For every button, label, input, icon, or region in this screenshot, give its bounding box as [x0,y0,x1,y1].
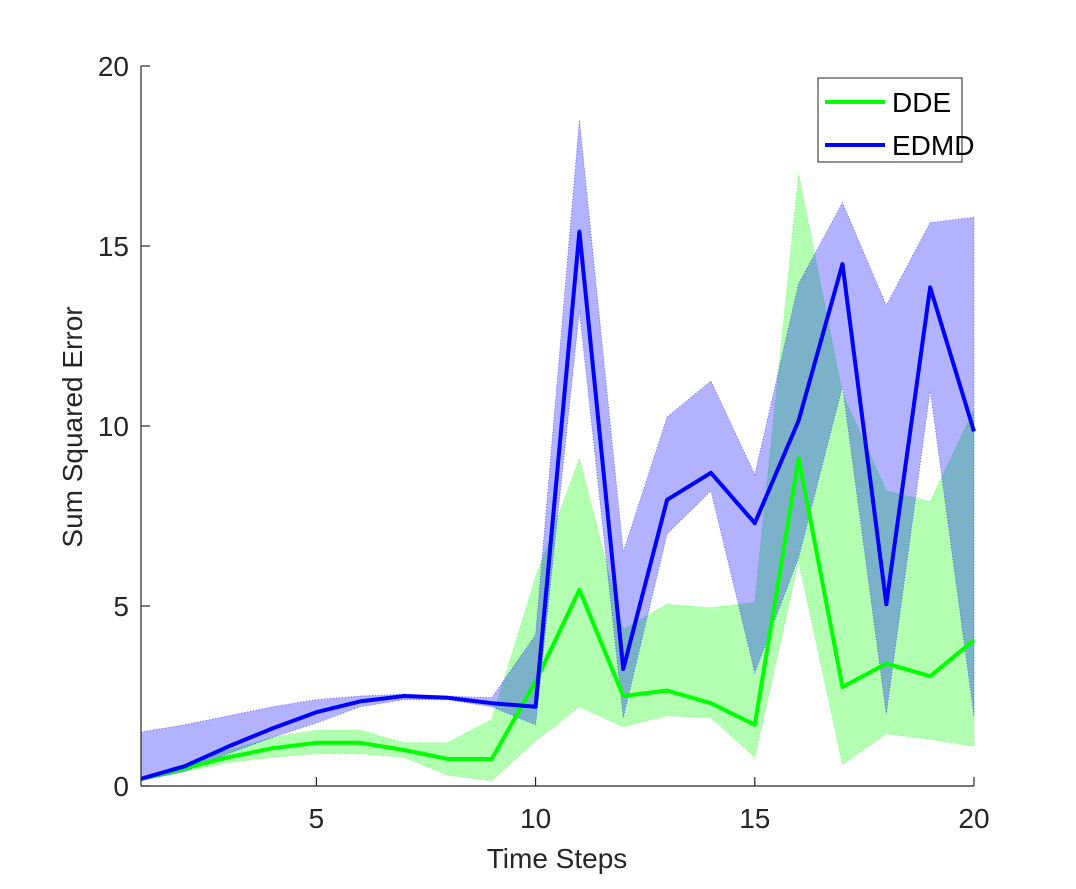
band-dde [140,173,975,782]
x-tick-label: 5 [309,803,325,834]
x-tick-label: 10 [520,803,551,834]
tick-labels: 0 5 10 15 20 5 10 15 20 [98,51,990,834]
y-tick-label: 0 [113,771,129,802]
legend-label-dde: DDE [892,87,951,118]
line-dde [140,456,976,781]
legend: DDE EDMD [817,77,974,163]
series-lines [140,229,976,781]
y-tick-label: 5 [113,591,129,622]
x-tick-label: 20 [958,803,989,834]
y-tick-label: 10 [98,411,129,442]
legend-box [817,77,963,163]
x-axis-label: Time Steps [487,843,628,874]
y-axis-label: Sum Squared Error [57,306,88,547]
line-edmd [140,229,976,781]
y-tick-label: 20 [98,51,129,82]
legend-label-edmd: EDMD [892,130,974,161]
y-tick-label: 15 [98,231,129,262]
x-tick-label: 15 [739,803,770,834]
axes [140,65,975,787]
